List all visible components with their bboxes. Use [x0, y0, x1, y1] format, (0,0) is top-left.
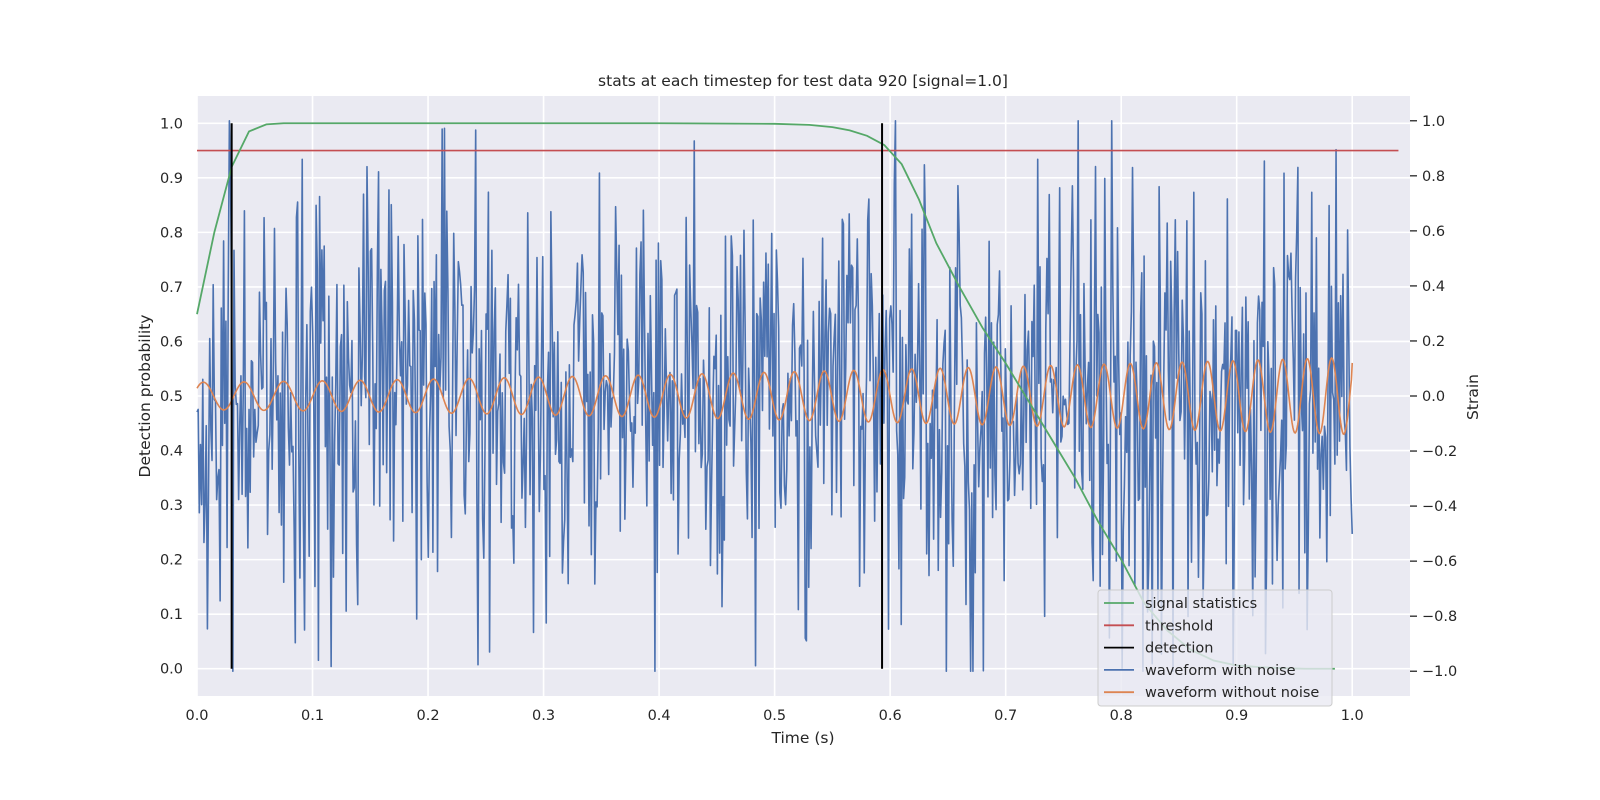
- y2-axis-label: Strain: [1464, 374, 1482, 420]
- legend-entry: detection: [1145, 641, 1213, 657]
- y-tick-label: 0.7: [160, 280, 183, 296]
- y2-tick-label: −0.8: [1422, 609, 1457, 625]
- x-tick-label: 1.0: [1341, 708, 1364, 724]
- legend-entry: waveform with noise: [1145, 663, 1296, 679]
- chart-title: stats at each timestep for test data 920…: [598, 72, 1008, 90]
- y2-tick-label: −0.2: [1422, 444, 1457, 460]
- y-tick-label: 0.5: [160, 389, 183, 405]
- legend-entry: signal statistics: [1145, 596, 1257, 612]
- x-axis-ticks: 0.0 0.1 0.2 0.3 0.4 0.5 0.6 0.7 0.8 0.9 1.0: [185, 708, 1363, 724]
- x-tick-label: 0.4: [648, 708, 671, 724]
- x-tick-label: 0.2: [417, 708, 440, 724]
- y2-tick-label: 0.4: [1422, 279, 1445, 295]
- x-tick-label: 0.8: [1110, 708, 1133, 724]
- x-tick-label: 0.1: [301, 708, 324, 724]
- y2-tick-label: 0.2: [1422, 334, 1445, 350]
- y-tick-label: 0.8: [160, 225, 183, 241]
- y-tick-label: 0.3: [160, 498, 183, 514]
- y-tick-label: 0.0: [160, 662, 183, 678]
- y-tick-label: 0.4: [160, 444, 183, 460]
- x-tick-label: 0.3: [532, 708, 555, 724]
- y-tick-label: 0.9: [160, 171, 183, 187]
- x-tick-label: 0.7: [994, 708, 1017, 724]
- y2-tick-label: 1.0: [1422, 114, 1445, 130]
- y2-tick-label: −0.4: [1422, 499, 1457, 515]
- y2-tick-label: 0.0: [1422, 389, 1445, 405]
- y-tick-label: 1.0: [160, 116, 183, 132]
- legend: signal statistics threshold detection wavef…: [1097, 589, 1333, 707]
- series-waveform-with-noise: [196, 119, 1354, 673]
- y-tick-label: 0.6: [160, 334, 183, 350]
- legend-box: [1097, 589, 1333, 707]
- y-axis-label: Detection probability: [136, 315, 154, 478]
- x-axis-label: Time (s): [770, 729, 834, 747]
- x-tick-label: 0.5: [763, 708, 786, 724]
- y-tick-label: 0.1: [160, 607, 183, 623]
- y2-tick-label: 0.8: [1422, 169, 1445, 185]
- y2-tick-label: −1.0: [1422, 664, 1457, 680]
- y2-tick-label: 0.6: [1422, 224, 1445, 240]
- legend-entry: waveform without noise: [1145, 685, 1319, 701]
- y2-axis-ticks: −1.0 −0.8 −0.6 −0.4 −0.2 0.0 0.2 0.4 0.6 0.8 1.0: [1410, 114, 1457, 680]
- series-waveform-without-noise: [196, 356, 1354, 436]
- x-tick-label: 0.6: [879, 708, 902, 724]
- y-tick-label: 0.2: [160, 553, 183, 569]
- y-axis-ticks: 0.0 0.1 0.2 0.3 0.4 0.5 0.6 0.7 0.8 0.9 1.0: [160, 116, 183, 677]
- y2-tick-label: −0.6: [1422, 554, 1457, 570]
- legend-entry: threshold: [1145, 618, 1213, 634]
- x-tick-label: 0.9: [1225, 708, 1248, 724]
- x-tick-label: 0.0: [185, 708, 208, 724]
